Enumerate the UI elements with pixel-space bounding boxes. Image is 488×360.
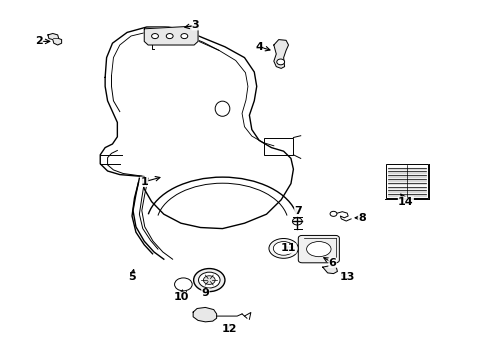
Ellipse shape bbox=[306, 242, 330, 257]
Text: 3: 3 bbox=[191, 20, 199, 30]
Text: 13: 13 bbox=[339, 272, 354, 282]
Circle shape bbox=[181, 33, 187, 39]
Text: 7: 7 bbox=[294, 206, 302, 216]
Polygon shape bbox=[273, 40, 288, 68]
Polygon shape bbox=[322, 266, 337, 274]
Text: 5: 5 bbox=[128, 272, 136, 282]
Circle shape bbox=[166, 33, 173, 39]
Polygon shape bbox=[193, 307, 216, 322]
Text: 6: 6 bbox=[328, 258, 336, 268]
Circle shape bbox=[203, 276, 215, 284]
Polygon shape bbox=[144, 26, 198, 45]
Ellipse shape bbox=[268, 238, 298, 258]
Polygon shape bbox=[48, 33, 61, 45]
Text: 9: 9 bbox=[201, 288, 209, 298]
Text: 2: 2 bbox=[35, 36, 43, 46]
Circle shape bbox=[198, 272, 220, 288]
Circle shape bbox=[151, 33, 158, 39]
FancyBboxPatch shape bbox=[386, 164, 427, 198]
Text: 8: 8 bbox=[357, 213, 365, 223]
Ellipse shape bbox=[273, 242, 293, 255]
Text: 14: 14 bbox=[397, 197, 413, 207]
Circle shape bbox=[193, 269, 224, 292]
FancyBboxPatch shape bbox=[298, 235, 339, 263]
Text: 1: 1 bbox=[140, 177, 148, 187]
Circle shape bbox=[276, 59, 284, 65]
Text: 12: 12 bbox=[222, 324, 237, 334]
Text: 10: 10 bbox=[173, 292, 188, 302]
Text: 11: 11 bbox=[280, 243, 296, 253]
Text: 4: 4 bbox=[255, 42, 263, 52]
